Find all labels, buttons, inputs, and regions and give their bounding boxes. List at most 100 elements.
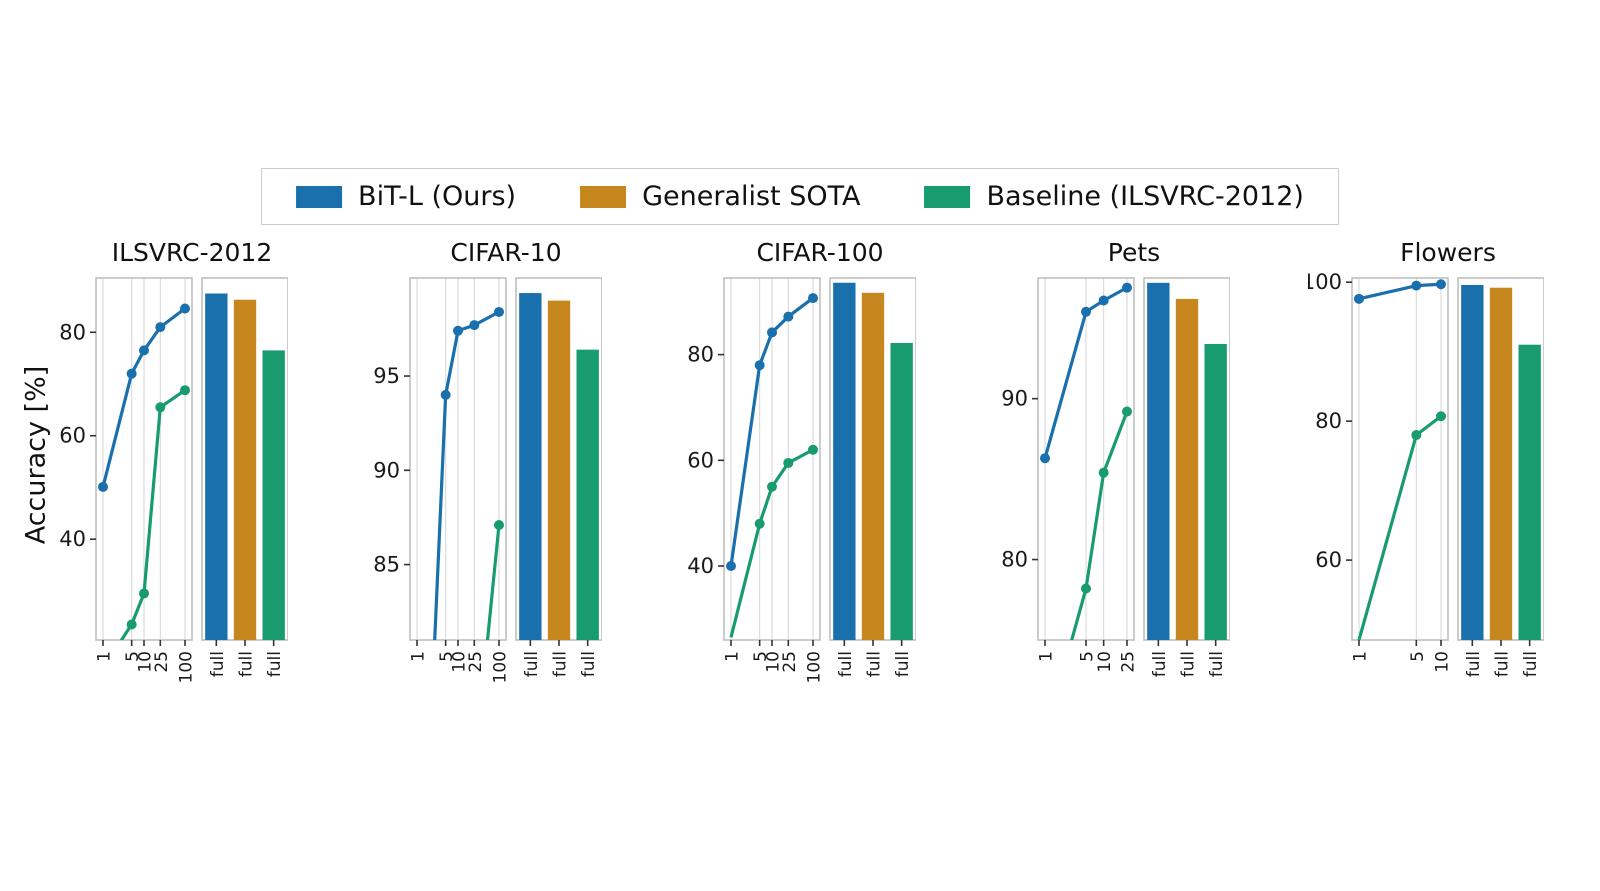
data-point-marker [1098, 295, 1109, 306]
line-series [1070, 410, 1129, 640]
x-tick-label: 25 [780, 651, 800, 673]
x-tick-label: 5 [123, 651, 143, 662]
line-series [1358, 282, 1442, 301]
y-axis-label: Accuracy [%] [20, 365, 52, 545]
data-point-marker [767, 327, 777, 338]
panel-title: CIFAR-100 [756, 238, 884, 267]
data-point-marker [808, 293, 818, 304]
data-point-marker [180, 303, 190, 314]
data-point-marker [1436, 279, 1446, 290]
bar-label: full [865, 651, 885, 677]
data-point-marker [1122, 406, 1132, 417]
x-tick-label: 1 [1037, 651, 1057, 662]
bar-label: full [1493, 651, 1513, 677]
panel-ilsvrc2012: ILSVRC-2012 40 60 80 1 5 10 25 100 full full full [52, 236, 288, 706]
data-point-marker [754, 518, 765, 529]
y-tick-label: 60 [1315, 548, 1342, 572]
data-point-marker [126, 619, 137, 630]
bar-label: full [893, 651, 913, 677]
y-tick-label: 60 [59, 424, 86, 448]
x-tick-label: 10 [136, 651, 156, 673]
bar [1147, 282, 1170, 640]
x-tick-label: 100 [805, 651, 825, 683]
data-point-marker [808, 444, 818, 455]
panel-title: Flowers [1400, 238, 1496, 267]
x-tick-label: 25 [1119, 651, 1139, 673]
panel-title: CIFAR-10 [450, 238, 562, 267]
bar-label: full [551, 651, 571, 677]
panels-row: ILSVRC-2012 40 60 80 1 5 10 25 100 full full full … [52, 236, 1544, 706]
data-point-marker [494, 519, 504, 530]
x-tick-label: 25 [152, 651, 172, 673]
bar [576, 349, 599, 640]
bar [861, 292, 885, 640]
bar [1204, 343, 1227, 640]
y-tick-label: 100 [1308, 270, 1342, 294]
line-plot-border [1351, 277, 1449, 641]
legend-label-bitl: BiT-L (Ours) [358, 181, 517, 212]
data-point-marker [783, 457, 794, 468]
data-point-marker [783, 311, 794, 322]
bar-label: full [208, 651, 228, 677]
line-series [1043, 286, 1128, 459]
y-tick-label: 60 [687, 448, 714, 472]
panel-flowers: Flowers 60 80 100 1 5 10 full full full [1308, 236, 1544, 706]
y-tick-label: 80 [1001, 548, 1028, 572]
x-tick-label: 5 [1078, 651, 1098, 662]
x-tick-label: 5 [751, 651, 771, 662]
legend-swatch-generalist-sota-icon [580, 185, 627, 208]
bar-label: full [1464, 651, 1484, 677]
data-point-marker [139, 345, 149, 356]
legend-item-generalist-sota: Generalist SOTA [580, 181, 860, 212]
legend-label-generalist-sota: Generalist SOTA [642, 181, 861, 212]
y-tick-label: 80 [1315, 409, 1342, 433]
x-tick-label: 25 [466, 651, 486, 673]
bar-label: full [836, 651, 856, 677]
y-tick-label: 90 [1001, 387, 1028, 411]
legend-swatch-baseline-icon [924, 185, 971, 208]
line-series [485, 524, 501, 640]
panel-title: Pets [1107, 238, 1161, 267]
bar [1461, 284, 1484, 640]
x-tick-label: 100 [491, 651, 511, 683]
bar [233, 299, 257, 640]
legend-item-bitl: BiT-L (Ours) [296, 181, 516, 212]
data-point-marker [180, 385, 190, 396]
data-point-marker [1411, 430, 1422, 441]
x-tick-label: 10 [1433, 651, 1453, 673]
data-point-marker [1122, 282, 1132, 293]
x-tick-label: 1 [95, 651, 115, 662]
data-point-marker [1436, 411, 1446, 422]
data-point-marker [453, 325, 463, 336]
bar [262, 350, 285, 640]
data-point-marker [126, 368, 137, 379]
bar [890, 343, 913, 640]
bar-label: full [237, 651, 257, 677]
legend-label-baseline: Baseline (ILSVRC-2012) [986, 181, 1304, 212]
bar [1489, 287, 1513, 640]
data-point-marker [1354, 293, 1364, 304]
panel-cifar10: CIFAR-10 85 90 95 1 5 10 25 100 full full full [366, 236, 602, 706]
panel-cifar100: CIFAR-100 40 60 80 1 5 10 25 100 full full full [680, 236, 916, 706]
bar [547, 300, 571, 640]
data-point-marker [754, 360, 765, 371]
x-tick-label: 5 [1408, 651, 1428, 662]
x-tick-label: 1 [723, 651, 743, 662]
x-tick-label: 5 [437, 651, 457, 662]
x-tick-label: 10 [1095, 651, 1115, 673]
data-point-marker [1411, 280, 1422, 291]
legend-item-baseline: Baseline (ILSVRC-2012) [924, 181, 1304, 212]
x-tick-label: 10 [764, 651, 784, 673]
data-point-marker [1081, 306, 1091, 317]
y-tick-label: 40 [687, 554, 714, 578]
data-point-marker [1098, 467, 1109, 478]
panel-chart-pets: 80 90 1 510 25 full full full [1001, 277, 1230, 677]
x-tick-label: 100 [177, 651, 197, 683]
bar-label: full [522, 651, 542, 677]
data-point-marker [1081, 583, 1091, 594]
data-point-marker [767, 481, 777, 492]
